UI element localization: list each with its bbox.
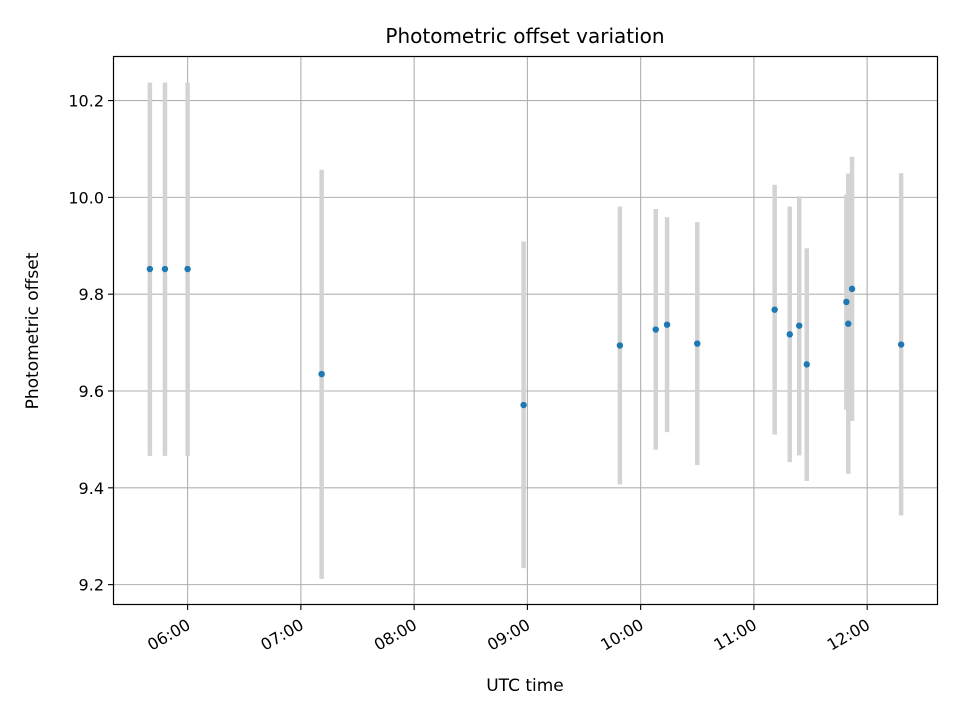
y-tick-label: 10.2 — [68, 92, 104, 111]
data-point — [616, 342, 624, 349]
data-point — [184, 265, 191, 273]
data-point — [694, 340, 701, 347]
data-point — [786, 331, 793, 338]
y-tick-label: 9.6 — [79, 382, 104, 401]
data-point — [663, 321, 671, 328]
y-tick-label: 9.8 — [79, 285, 104, 304]
data-point — [161, 265, 169, 273]
data-point — [796, 322, 803, 329]
data-point — [652, 326, 659, 333]
plot-frame — [112, 55, 939, 606]
data-point — [803, 361, 810, 368]
y-axis-ticks: 9.2 9.4 9.6 9.8 10.0 10.2 — [68, 92, 114, 595]
data-point — [897, 341, 905, 348]
chart-title: Photometric offset variation — [385, 24, 664, 48]
y-tick-label: 10.0 — [68, 188, 104, 207]
data-point — [146, 265, 154, 273]
y-tick-label: 9.4 — [79, 479, 104, 498]
x-axis-label: UTC time — [486, 676, 564, 696]
data-point — [771, 306, 778, 313]
y-tick-label: 9.2 — [79, 576, 104, 595]
data-point — [848, 285, 856, 293]
data-points — [146, 265, 905, 409]
data-point — [520, 401, 527, 409]
data-point — [845, 320, 852, 327]
y-axis-label: Photometric offset — [23, 252, 43, 409]
data-point — [318, 370, 325, 378]
data-point — [843, 298, 850, 306]
